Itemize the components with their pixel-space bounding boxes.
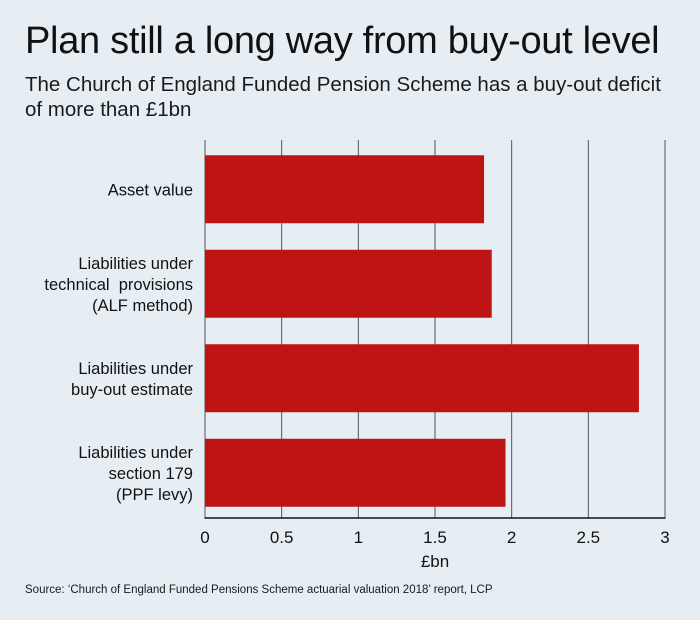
x-tick-label: 3 [660, 528, 669, 547]
category-label: (ALF method) [92, 297, 193, 315]
chart-subtitle: The Church of England Funded Pension Sch… [25, 73, 661, 121]
x-tick-label: 2 [507, 528, 516, 547]
category-label: Liabilities under [78, 360, 193, 378]
bar [205, 249, 492, 318]
bar [205, 344, 639, 413]
x-tick-label: 2.5 [577, 528, 601, 547]
category-label: technical provisions [44, 276, 193, 294]
x-axis-label: £bn [421, 552, 449, 571]
source-note: Source: ‘Church of England Funded Pensio… [25, 584, 493, 596]
x-tick-label: 0.5 [270, 528, 294, 547]
category-label: Liabilities under [78, 255, 193, 273]
category-label: Asset value [108, 181, 193, 199]
bar [205, 155, 485, 224]
category-label: section 179 [109, 465, 193, 483]
chart-title: Plan still a long way from buy-out level [25, 20, 660, 62]
category-label: Liabilities under [78, 444, 193, 462]
category-label: (PPF levy) [116, 486, 193, 504]
x-tick-label: 1.5 [423, 528, 447, 547]
x-tick-label: 1 [354, 528, 363, 547]
x-tick-label: 0 [200, 528, 209, 547]
category-label: buy-out estimate [71, 381, 193, 399]
bar [205, 438, 506, 507]
